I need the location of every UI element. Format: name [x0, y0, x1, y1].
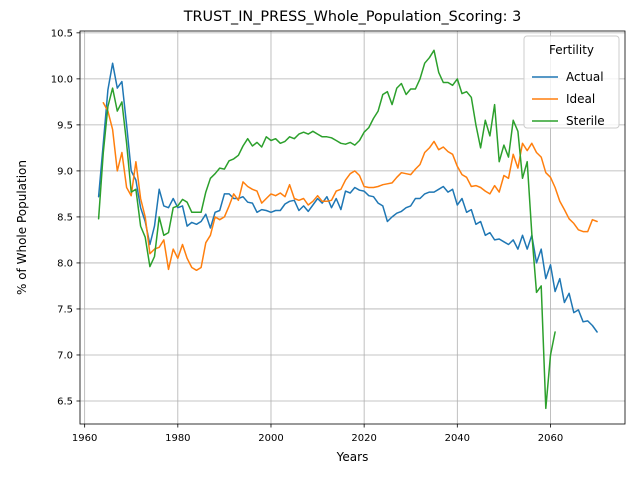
x-tick-label: 2040: [445, 433, 470, 444]
legend-title: Fertility: [549, 43, 594, 57]
x-axis-label: Years: [336, 450, 369, 464]
x-tick-label: 1980: [165, 433, 190, 444]
series-line-actual: [97, 62, 598, 333]
legend-box: [523, 35, 620, 129]
legend: Fertility Actual Ideal Sterile: [523, 35, 620, 129]
y-tick-label: 7.0: [57, 351, 73, 362]
legend-label-sterile: Sterile: [566, 114, 605, 128]
plot-frame: [79, 30, 626, 425]
x-tick-label: 2020: [351, 433, 376, 444]
y-tick-label: 8.0: [57, 259, 73, 270]
legend-label-ideal: Ideal: [566, 92, 595, 106]
legend-label-actual: Actual: [566, 70, 604, 84]
x-tick-label: 1960: [72, 433, 97, 444]
x-tick-label: 2000: [258, 433, 283, 444]
y-tick-label: 6.5: [57, 397, 73, 408]
y-tick-label: 8.5: [57, 213, 73, 224]
y-axis-label: % of Whole Population: [15, 160, 29, 295]
y-tick-label: 9.5: [57, 120, 73, 131]
y-tick-label: 9.0: [57, 166, 73, 177]
y-tick-label: 7.5: [57, 305, 73, 316]
series-line-sterile: [97, 49, 556, 410]
y-tick-label: 10.5: [51, 28, 73, 39]
chart-title: TRUST_IN_PRESS_Whole_Population_Scoring:…: [183, 9, 521, 25]
axis-ticks: 1960 1980 2000 2020 2040 2060 6.5 7.0 7.5 8.0 8.5 9…: [51, 28, 563, 444]
y-tick-label: 10.0: [51, 74, 73, 85]
series-lines: [97, 49, 598, 410]
x-tick-label: 2060: [538, 433, 563, 444]
series-line-ideal: [102, 102, 598, 272]
